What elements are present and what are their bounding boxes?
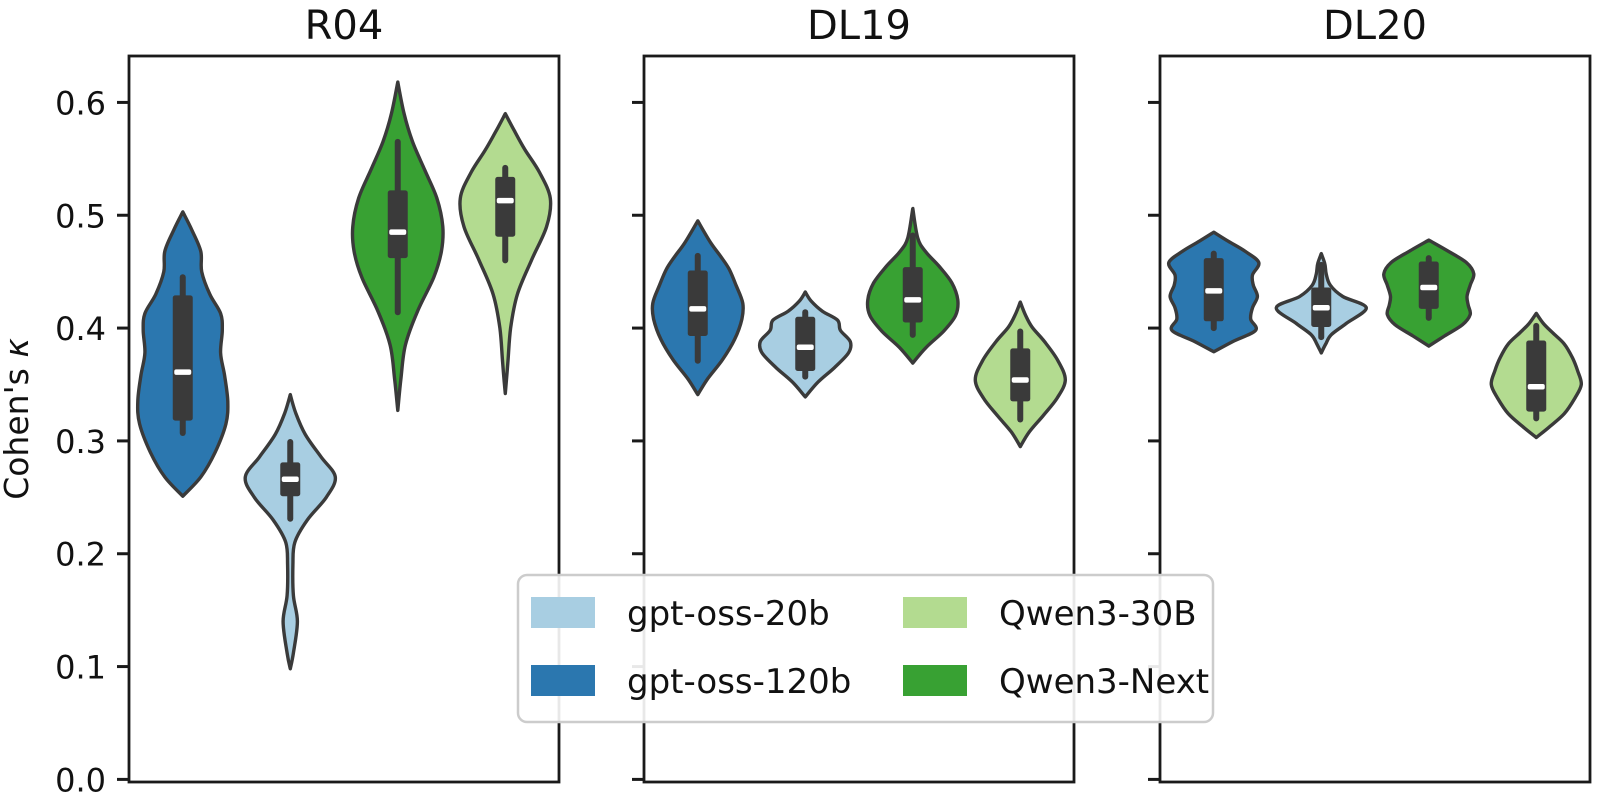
legend-swatch-qwen3-30b (903, 597, 967, 628)
violin-median-marker (1527, 384, 1545, 390)
violin-median-marker (389, 229, 407, 235)
violin-iqr-box (902, 267, 923, 323)
violin-median-marker (496, 197, 514, 204)
violin-Qwen3-30B-DL19 (973, 300, 1068, 449)
panel-title-dl19: DL19 (807, 3, 911, 49)
violin-gpt-oss-120b-DL19 (650, 219, 745, 397)
violin-gpt-oss-20b-R04 (243, 392, 338, 671)
violin-Qwen3-Next-R04 (350, 80, 445, 413)
violin-iqr-box (1526, 340, 1547, 412)
violin-iqr-box (495, 176, 516, 237)
legend-entry-qwen3-30b: Qwen3-30B (903, 594, 1197, 634)
violin-median-marker (1011, 377, 1029, 383)
violin-iqr-box (172, 295, 193, 421)
violin-Qwen3-30B-DL20 (1489, 311, 1584, 440)
legend-swatch-gpt-oss-120b (531, 665, 595, 696)
panel-spines (642, 54, 1076, 784)
legend: gpt-oss-20b gpt-oss-120b Qwen3-30B Qwen3… (516, 573, 1215, 724)
legend-label-gpt-oss-120b: gpt-oss-120b (627, 662, 851, 702)
y-tick-label: 0.6 (55, 84, 106, 122)
violin-median-marker (796, 344, 814, 351)
violin-iqr-box (387, 190, 408, 259)
violin-gpt-oss-120b-DL20 (1166, 230, 1261, 354)
panel-DL20 (1148, 54, 1592, 784)
legend-entry-qwen3-next: Qwen3-Next (903, 662, 1209, 702)
legend-label-qwen3-next: Qwen3-Next (999, 662, 1209, 702)
y-tick-label: 0.5 (55, 197, 106, 235)
violin-iqr-box (795, 316, 816, 371)
violin-median-marker (689, 306, 707, 312)
violin-median-marker (1420, 284, 1438, 291)
violin-Qwen3-30B-R04 (458, 112, 553, 396)
violin-Qwen3-Next-DL20 (1382, 238, 1476, 348)
legend-box (516, 573, 1215, 724)
violin-gpt-oss-120b-R04 (135, 210, 230, 498)
panel-R04: 0.0 0.1 0.2 0.3 0.4 0.5 0.6 (55, 54, 561, 799)
y-tick-label: 0.3 (55, 423, 106, 461)
violin-gpt-oss-20b-DL20 (1274, 251, 1368, 355)
legend-swatch-qwen3-next (903, 665, 967, 696)
y-tick-label: 0.0 (55, 761, 106, 799)
legend-label-gpt-oss-20b: gpt-oss-20b (627, 594, 830, 634)
panel-DL19 (632, 54, 1076, 784)
violin-median-marker (1205, 288, 1223, 294)
violin-iqr-box (687, 270, 708, 336)
kappa-symbol: κ (0, 338, 36, 358)
violin-iqr-box (1010, 348, 1031, 402)
y-tick-label: 0.2 (55, 536, 106, 574)
panel-title-dl20: DL20 (1323, 3, 1427, 49)
violin-Qwen3-Next-DL19 (865, 206, 960, 365)
legend-entry-gpt-oss-20b: gpt-oss-20b (531, 594, 830, 634)
violin-median-marker (1312, 305, 1330, 311)
panel-spines (127, 54, 561, 784)
violin-body (243, 392, 338, 671)
legend-entry-gpt-oss-120b: gpt-oss-120b (531, 662, 851, 702)
panels-layer: 0.0 0.1 0.2 0.3 0.4 0.5 0.6 (55, 54, 1592, 799)
violin-gpt-oss-20b-DL19 (757, 290, 853, 399)
legend-label-qwen3-30b: Qwen3-30B (999, 594, 1197, 634)
violin-median-marker (904, 297, 922, 303)
y-tick-label: 0.1 (55, 649, 106, 687)
violin-median-marker (281, 476, 299, 483)
panel-spines (1158, 54, 1592, 784)
y-axis-label: Cohen's κ (0, 338, 36, 500)
legend-swatch-gpt-oss-20b (531, 597, 595, 628)
y-axis-label-word: Cohen's (0, 368, 36, 500)
y-tick-label: 0.4 (55, 310, 106, 348)
panel-title-r04: R04 (305, 3, 384, 49)
violin-median-marker (174, 369, 192, 375)
